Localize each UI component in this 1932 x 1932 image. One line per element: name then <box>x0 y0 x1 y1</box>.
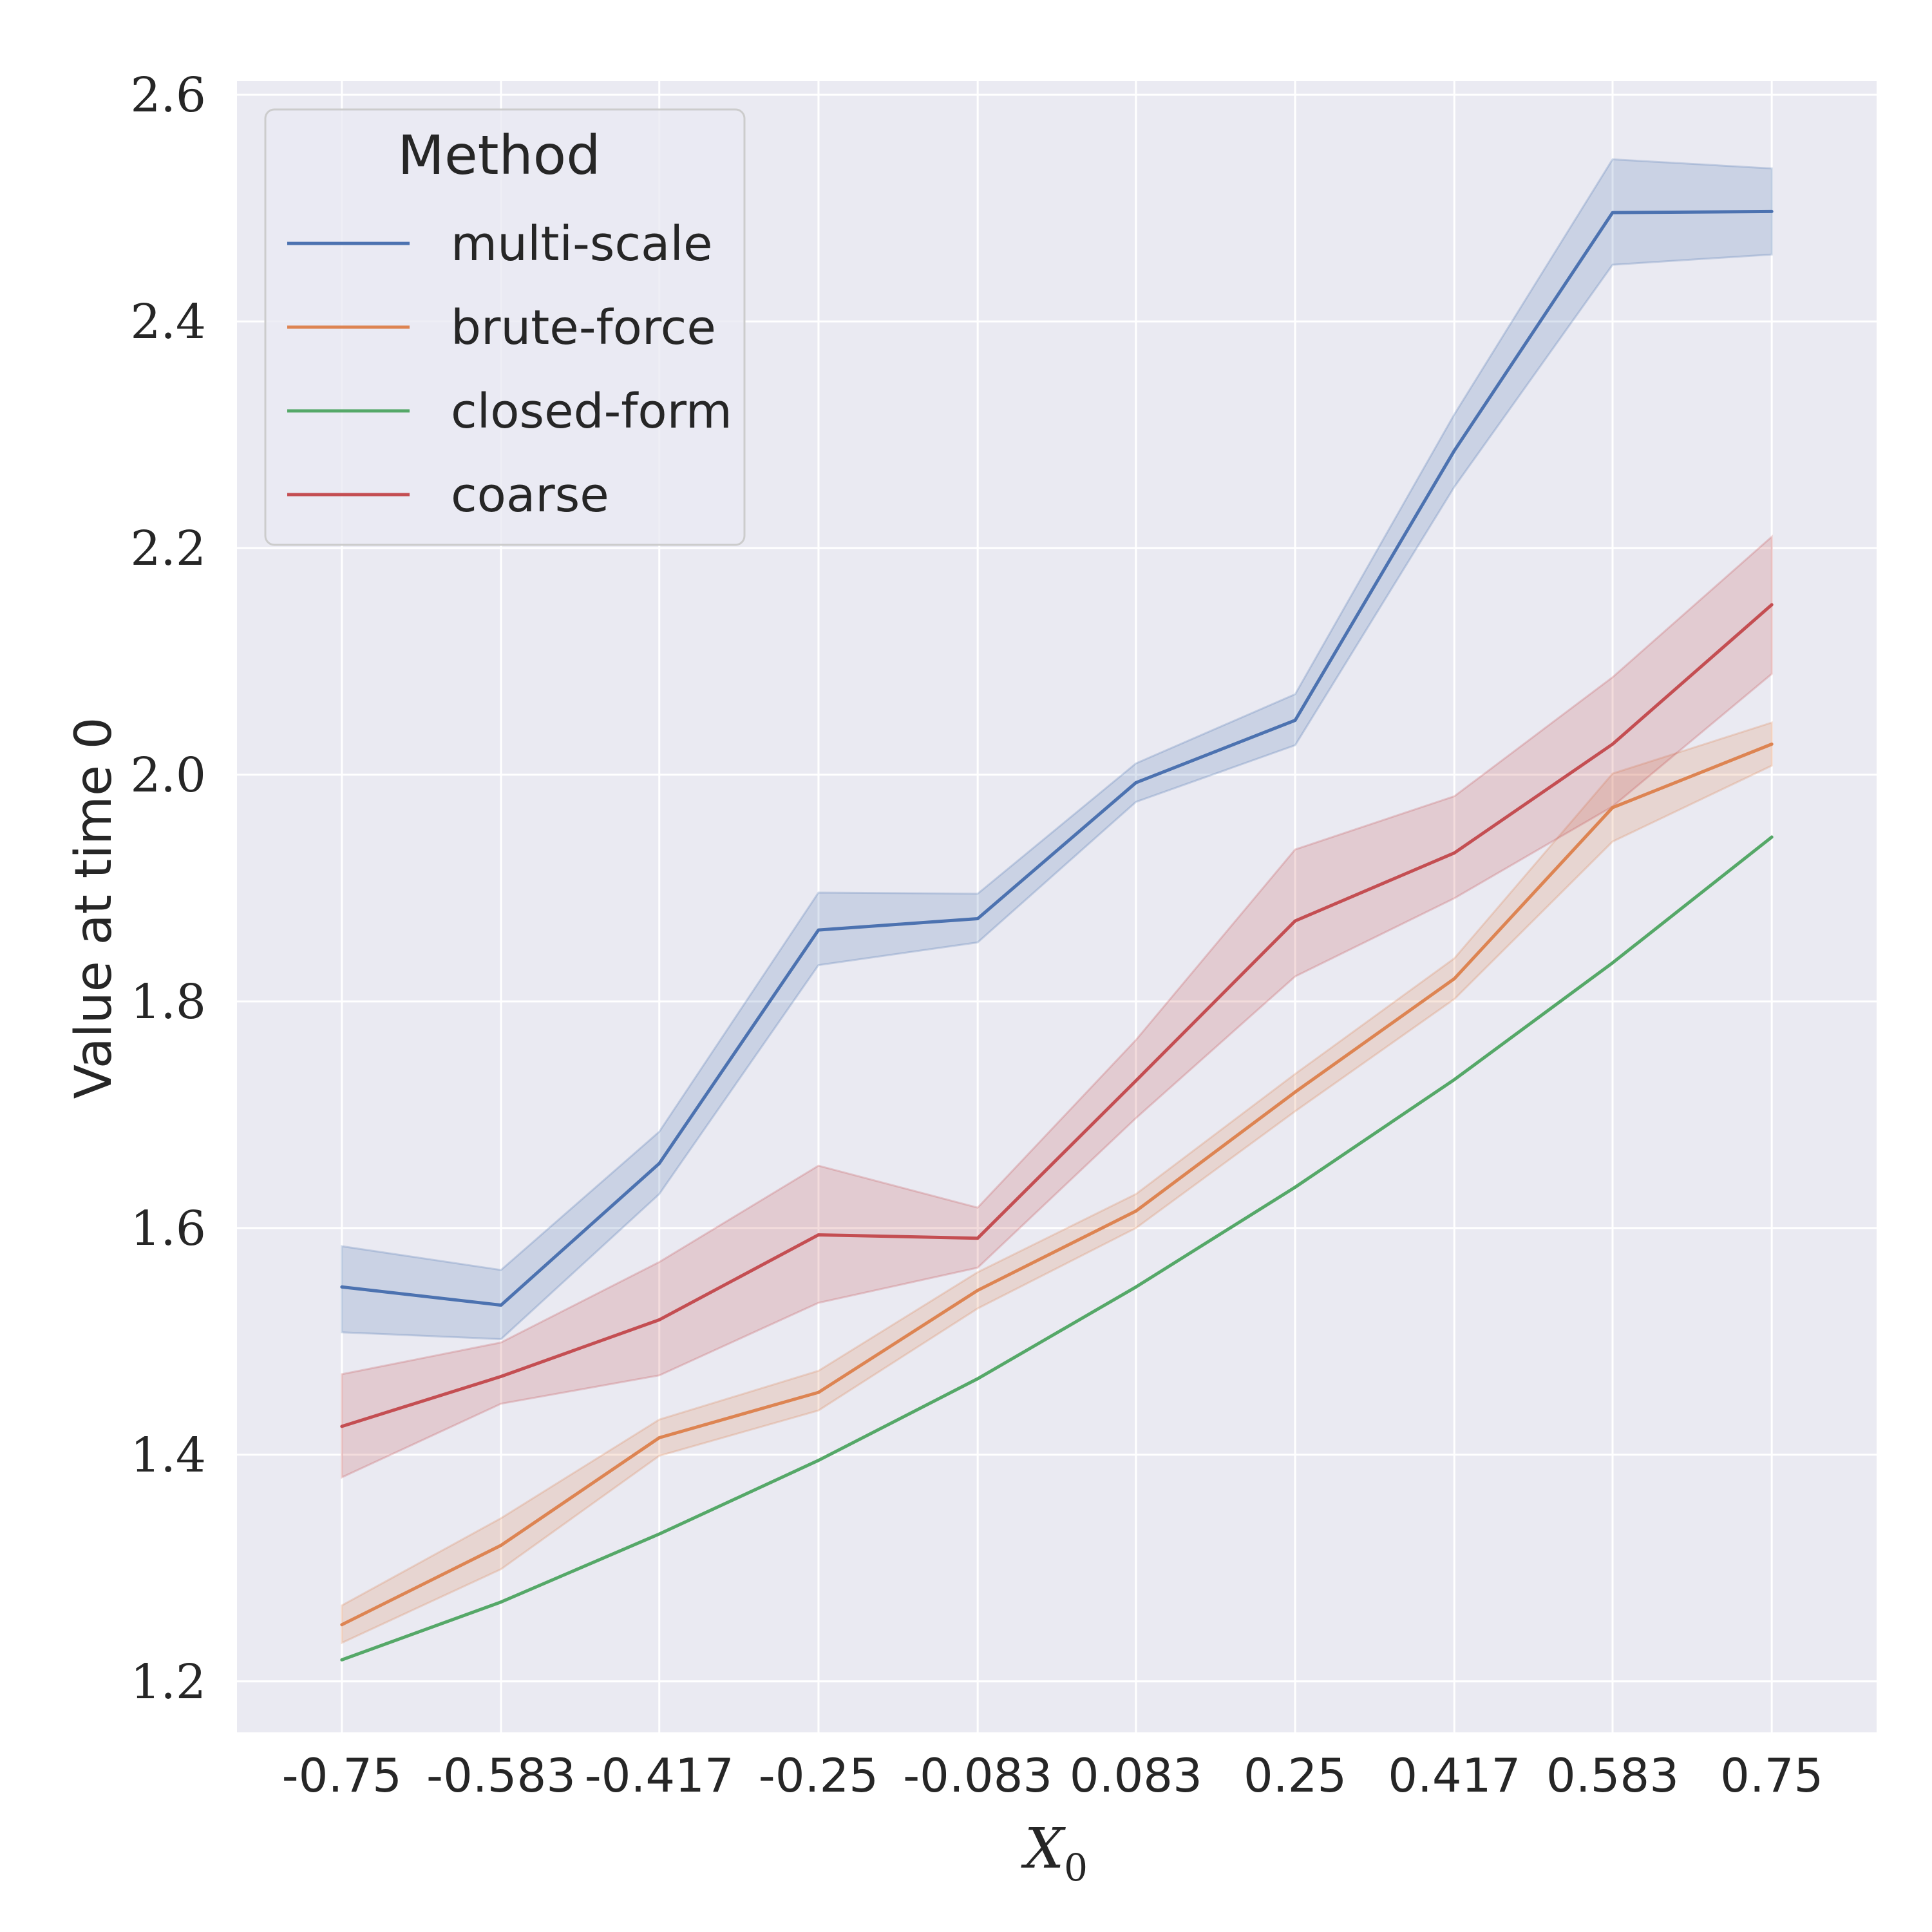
y-tick-label: 2.0 <box>130 748 206 803</box>
band-coarse <box>341 535 1773 1479</box>
x-tick-labels: -0.75 -0.583 -0.417 -0.25 -0.083 0.083 0.25 0.4… <box>282 1748 1824 1803</box>
x-axis-label: X0 <box>1021 1817 1088 1889</box>
y-tick-label: 2.4 <box>130 294 206 350</box>
band-brute-force <box>341 721 1773 1645</box>
y-tick-label: 1.2 <box>130 1654 206 1710</box>
series-line-multi-scale <box>340 209 1774 1307</box>
legend-items: multi-scale brute-force closed-form coarse <box>287 216 732 523</box>
y-tick-label: 1.4 <box>130 1428 206 1483</box>
series-lines <box>340 209 1774 1662</box>
legend-label-multi-scale: multi-scale <box>451 216 713 272</box>
y-axis-label: Value at time 0 <box>65 717 123 1099</box>
series-line-closed-form <box>340 835 1774 1662</box>
x-axis-label-main: X <box>1021 1817 1066 1881</box>
x-tick-label: 0.583 <box>1546 1748 1679 1803</box>
legend: Method multi-scale brute-force closed-form… <box>264 108 746 546</box>
legend-label-closed-form: closed-form <box>451 384 732 439</box>
legend-title: Method <box>397 124 600 187</box>
series-line-brute-force <box>340 743 1774 1627</box>
band-multi-scale <box>341 158 1773 1340</box>
legend-label-coarse: coarse <box>451 468 609 523</box>
x-tick-label: -0.083 <box>903 1748 1052 1803</box>
legend-label-brute-force: brute-force <box>451 300 716 355</box>
x-tick-label: -0.75 <box>282 1748 402 1803</box>
x-tick-label: 0.25 <box>1244 1748 1347 1803</box>
confidence-bands <box>341 158 1773 1645</box>
x-axis-label-subscript: 0 <box>1064 1846 1088 1889</box>
legend-box <box>264 108 746 546</box>
y-tick-label: 2.2 <box>130 521 206 576</box>
y-tick-label: 2.6 <box>130 68 206 123</box>
x-tick-label: -0.25 <box>759 1748 878 1803</box>
series-line-coarse <box>340 603 1774 1428</box>
y-tick-label: 1.6 <box>130 1201 206 1256</box>
y-tick-labels: 1.2 1.4 1.6 1.8 2.0 2.2 2.4 2.6 <box>130 68 206 1710</box>
x-tick-label: 0.75 <box>1720 1748 1823 1803</box>
y-tick-label: 1.8 <box>130 974 206 1030</box>
x-tick-label: 0.417 <box>1388 1748 1520 1803</box>
x-tick-label: 0.083 <box>1070 1748 1202 1803</box>
x-tick-label: -0.417 <box>585 1748 734 1803</box>
x-tick-label: -0.583 <box>426 1748 576 1803</box>
